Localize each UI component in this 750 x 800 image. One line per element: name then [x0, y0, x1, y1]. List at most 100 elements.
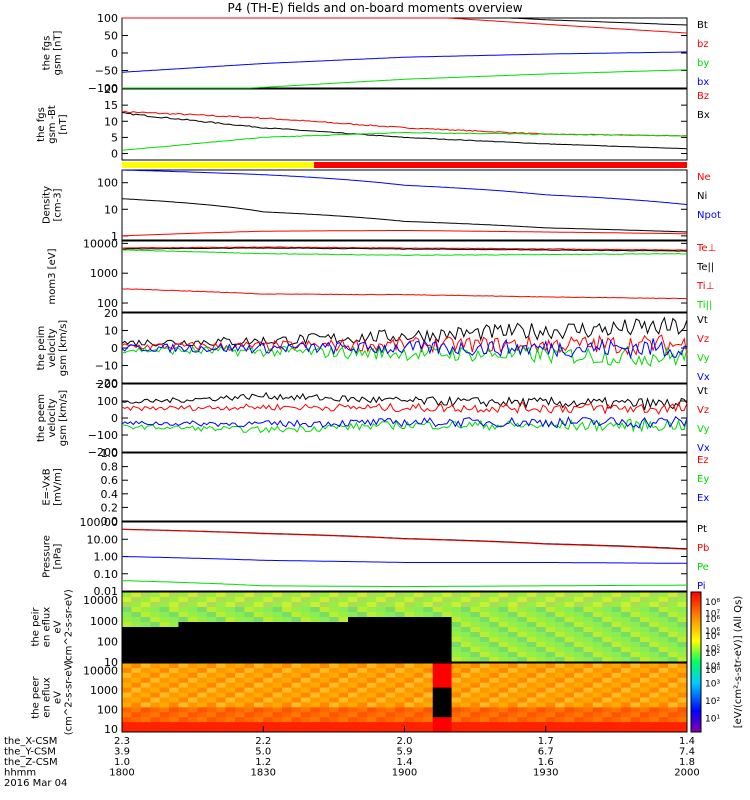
- heatmap-cell: [611, 632, 622, 638]
- heatmap-cell: [225, 657, 236, 663]
- heatmap-cell: [253, 647, 264, 653]
- heatmap-cell: [423, 667, 434, 674]
- heatmap-cell: [131, 602, 142, 608]
- heatmap-cell: [668, 642, 679, 648]
- heatmap-cell: [122, 663, 132, 669]
- heatmap-cell: [592, 602, 603, 608]
- heatmap-cell: [140, 592, 151, 598]
- heatmap-cell: [348, 712, 358, 718]
- heatmap-cell: [216, 687, 227, 694]
- y-tick-label: 1.0: [101, 447, 119, 460]
- heatmap-cell: [235, 697, 245, 703]
- heatmap-cell: [376, 627, 387, 633]
- heatmap-cell: [244, 667, 255, 674]
- heatmap-cell: [216, 622, 227, 628]
- heatmap-cell: [583, 682, 594, 689]
- heatmap-cell: [574, 652, 584, 658]
- heatmap-cell: [574, 602, 584, 608]
- legend-Ti⊥: Ti⊥: [696, 281, 714, 292]
- heatmap-cell: [282, 592, 292, 598]
- heatmap-cell: [338, 602, 349, 608]
- heatmap-cell: [206, 682, 217, 689]
- heatmap-cell: [263, 607, 274, 613]
- y-axis-label: the peem: [36, 394, 47, 442]
- heatmap-cell: [216, 647, 227, 653]
- heatmap-cell: [404, 597, 415, 603]
- heatmap-cell: [272, 692, 283, 698]
- heatmap-cell: [348, 647, 358, 653]
- heatmap-cell: [564, 707, 575, 713]
- colorbar-tick-label: 10³: [705, 680, 720, 690]
- heatmap-cell: [451, 607, 462, 613]
- heatmap-cell: [592, 677, 603, 684]
- heatmap-cell: [432, 627, 443, 633]
- heatmap-cell: [385, 592, 396, 598]
- series-line-Te||: [121, 247, 688, 252]
- heatmap-cell: [150, 617, 161, 623]
- heatmap-cell: [169, 687, 179, 694]
- heatmap-cell: [272, 607, 283, 613]
- heatmap-cell: [498, 642, 509, 648]
- heatmap-cell: [263, 663, 274, 669]
- y-tick-label: 0: [111, 148, 118, 161]
- heatmap-cell: [451, 717, 462, 723]
- heatmap-cell: [206, 702, 217, 708]
- heatmap-cell: [639, 672, 650, 679]
- heatmap-cell: [348, 663, 358, 669]
- heatmap-cell: [592, 663, 603, 669]
- heatmap-cell: [649, 617, 660, 623]
- heatmap-cell: [677, 677, 688, 684]
- y-axis-label: velocity: [47, 398, 58, 437]
- heatmap-cell: [140, 647, 151, 653]
- heatmap-cell: [423, 712, 434, 718]
- heatmap-cell: [498, 602, 509, 608]
- heatmap-cell: [432, 697, 443, 703]
- heatmap-cell: [169, 692, 179, 698]
- heatmap-cell: [329, 597, 340, 603]
- heatmap-cell: [423, 687, 434, 694]
- heatmap-cell: [150, 602, 161, 608]
- footer-value: 1.8: [679, 757, 695, 768]
- heatmap-cell: [263, 672, 274, 679]
- heatmap-cell: [131, 627, 142, 633]
- heatmap-cell: [574, 712, 584, 718]
- heatmap-cell: [677, 592, 688, 598]
- heatmap-cell: [385, 627, 396, 633]
- heatmap-cell: [470, 642, 481, 648]
- heatmap-cell: [621, 632, 631, 638]
- heatmap-cell: [677, 682, 688, 689]
- heatmap-cell: [131, 622, 142, 628]
- heatmap-cell: [461, 707, 471, 713]
- heatmap-cell: [677, 652, 688, 658]
- heatmap-cell: [300, 722, 311, 728]
- heatmap-cell: [319, 647, 330, 653]
- heatmap-cell: [677, 647, 688, 653]
- legend-Te⊥: Te⊥: [696, 243, 716, 254]
- heatmap-cell: [526, 677, 537, 684]
- heatmap-cell: [310, 663, 321, 669]
- heatmap-cell: [348, 597, 358, 603]
- heatmap-cell: [432, 682, 443, 689]
- heatmap-cell: [395, 717, 405, 723]
- heatmap-cell: [244, 692, 255, 698]
- legend-bx: bx: [697, 77, 709, 88]
- heatmap-cell: [272, 627, 283, 633]
- heatmap-cell: [574, 697, 584, 703]
- heatmap-cell: [159, 622, 170, 628]
- heatmap-cell: [602, 622, 613, 628]
- heatmap-cell: [338, 702, 349, 708]
- heatmap-cell: [357, 657, 368, 663]
- heatmap-cell: [263, 637, 274, 643]
- panel-frame: [121, 383, 688, 453]
- heatmap-cell: [630, 612, 641, 618]
- heatmap-cell: [555, 652, 566, 658]
- heatmap-cell: [451, 663, 462, 669]
- heatmap-cell: [404, 663, 415, 669]
- heatmap-cell: [461, 712, 471, 718]
- heatmap-cell: [122, 697, 132, 703]
- heatmap-cell: [658, 607, 669, 613]
- heatmap-cell: [658, 697, 669, 703]
- heatmap-cell: [489, 602, 500, 608]
- heatmap-cell: [574, 682, 584, 689]
